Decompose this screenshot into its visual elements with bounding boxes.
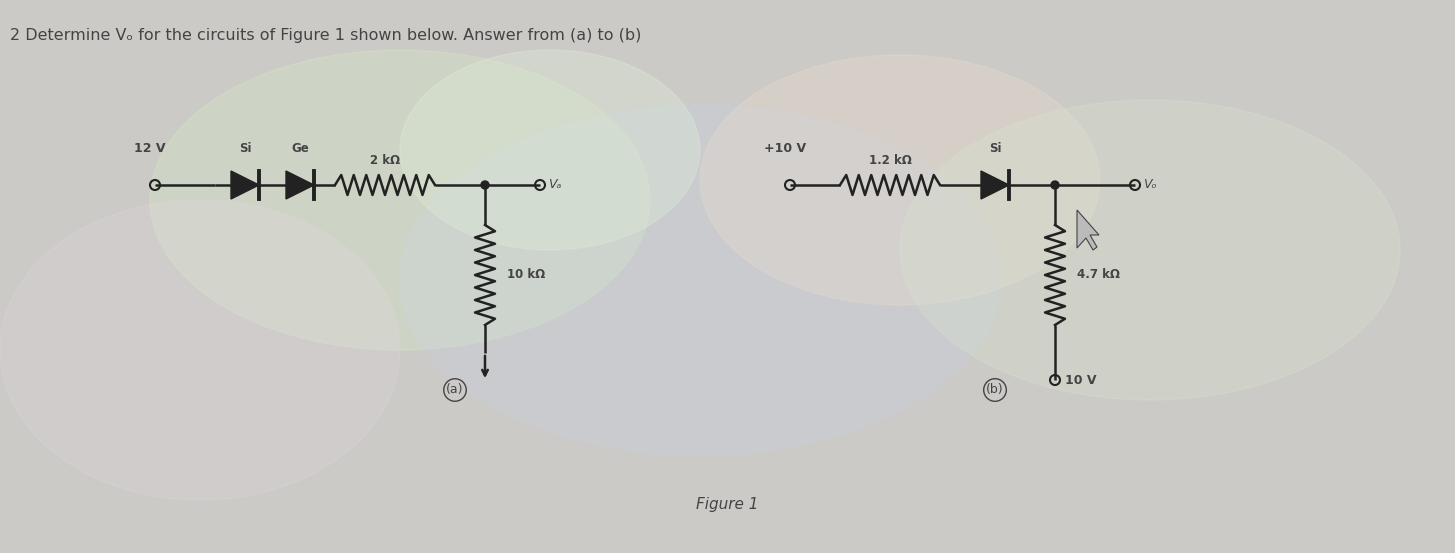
Text: Vₒ: Vₒ	[1144, 179, 1157, 191]
Text: 2 Determine Vₒ for the circuits of Figure 1 shown below. Answer from (a) to (b): 2 Determine Vₒ for the circuits of Figur…	[10, 28, 642, 43]
Circle shape	[1051, 181, 1059, 189]
Ellipse shape	[150, 50, 650, 350]
Text: 2 kΩ: 2 kΩ	[370, 154, 400, 167]
Text: 10 V: 10 V	[1065, 373, 1097, 387]
Ellipse shape	[700, 55, 1100, 305]
Ellipse shape	[901, 100, 1400, 400]
Text: Si: Si	[239, 142, 252, 155]
Text: Figure 1: Figure 1	[695, 498, 758, 513]
Text: Ge: Ge	[291, 142, 308, 155]
Polygon shape	[231, 171, 259, 199]
Polygon shape	[981, 171, 1008, 199]
Ellipse shape	[400, 50, 700, 250]
Text: 1.2 kΩ: 1.2 kΩ	[869, 154, 911, 167]
Text: (a): (a)	[447, 383, 464, 397]
Polygon shape	[287, 171, 314, 199]
Text: 4.7 kΩ: 4.7 kΩ	[1077, 269, 1120, 281]
Text: Vₐ: Vₐ	[549, 179, 562, 191]
Text: (b): (b)	[986, 383, 1004, 397]
Text: 12 V: 12 V	[134, 142, 166, 155]
Text: Si: Si	[989, 142, 1001, 155]
Circle shape	[482, 181, 489, 189]
Ellipse shape	[0, 200, 400, 500]
Text: +10 V: +10 V	[764, 142, 806, 155]
Ellipse shape	[400, 105, 1000, 455]
Polygon shape	[1077, 210, 1099, 250]
Text: 10 kΩ: 10 kΩ	[506, 269, 546, 281]
